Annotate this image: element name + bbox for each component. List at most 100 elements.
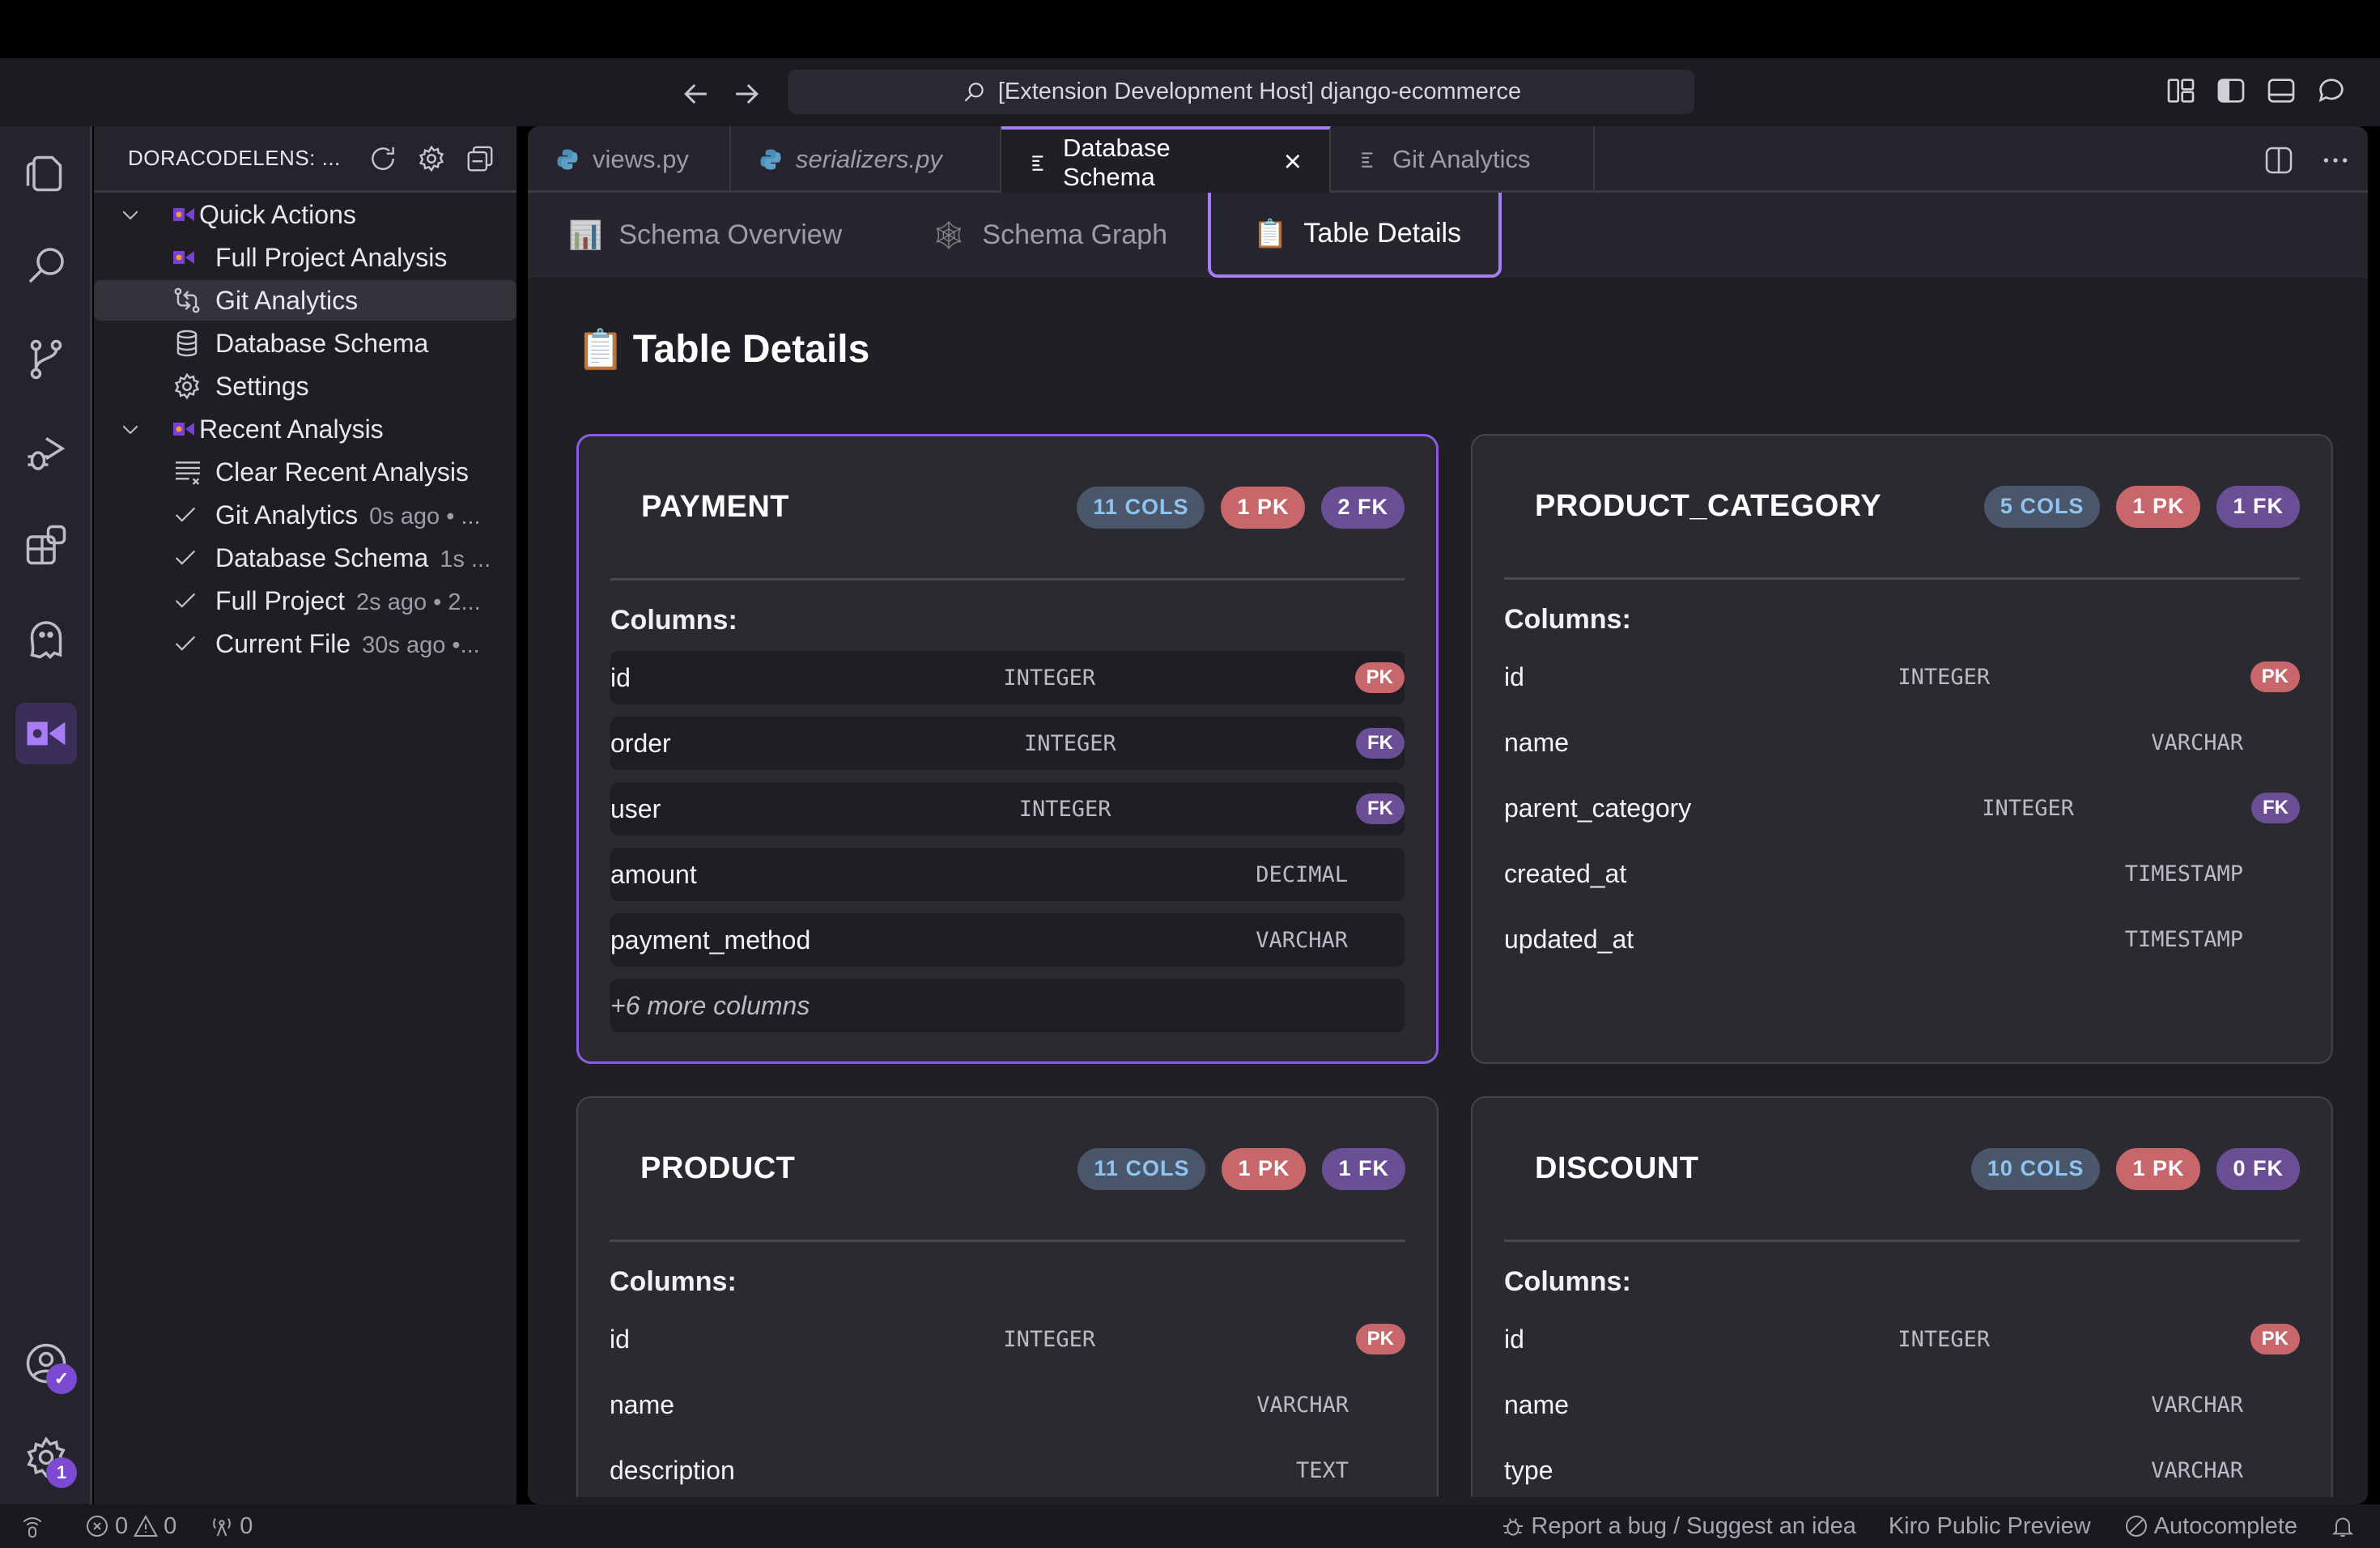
tree-item-label: Git Analytics bbox=[215, 500, 359, 529]
column-type: TEXT bbox=[1295, 1457, 1349, 1483]
column-type: INTEGER bbox=[1898, 1326, 1991, 1352]
table-badges: 10 COLS 1 PK 0 FK bbox=[1970, 1147, 2300, 1190]
python-icon bbox=[759, 147, 783, 172]
doracodelens-icon[interactable] bbox=[15, 703, 77, 764]
report-bug-link[interactable]: Report a bug / Suggest an idea bbox=[1500, 1513, 1856, 1540]
tree-section-quick-actions[interactable]: Quick Actions bbox=[94, 194, 516, 235]
error-icon bbox=[87, 1516, 108, 1537]
explorer-icon[interactable] bbox=[22, 147, 70, 196]
more-actions-icon[interactable] bbox=[2319, 144, 2352, 176]
tree-item[interactable]: Git Analytics 0s ago • ... bbox=[94, 495, 516, 535]
run-debug-icon[interactable] bbox=[22, 428, 70, 477]
pk-badge: PK bbox=[1354, 662, 1405, 693]
column-row: name VARCHAR bbox=[1504, 1378, 2300, 1431]
collapse-all-icon[interactable] bbox=[465, 143, 495, 174]
subtab-label: Table Details bbox=[1303, 218, 1462, 249]
column-row: id INTEGER PK bbox=[610, 1312, 1405, 1366]
back-arrow-icon[interactable] bbox=[678, 76, 714, 112]
table-card-product_category[interactable]: PRODUCT_CATEGORY 5 COLS 1 PK 1 FK Columns: id… bbox=[1471, 434, 2333, 1064]
sidebar: DORACODELENS: ... Quick Actions Full Proj… bbox=[94, 126, 516, 1504]
tree-item[interactable]: Clear Recent Analysis bbox=[94, 452, 516, 492]
bug-icon bbox=[1503, 1518, 1524, 1536]
column-type: VARCHAR bbox=[2151, 729, 2243, 755]
search-icon[interactable] bbox=[22, 241, 70, 290]
notifications-bell-icon[interactable] bbox=[2330, 1513, 2356, 1539]
tree-item[interactable]: Settings bbox=[94, 366, 516, 406]
table-card-discount[interactable]: DISCOUNT 10 COLS 1 PK 0 FK Columns: id INTEGER… bbox=[1471, 1096, 2333, 1497]
table-card-payment[interactable]: PAYMENT 11 COLS 1 PK 2 FK Columns: id INTEGER P… bbox=[576, 434, 1439, 1064]
subtab-table-details[interactable]: 📋 Table Details bbox=[1208, 193, 1502, 278]
tree-item[interactable]: Database Schema bbox=[94, 323, 516, 364]
pk-badge: PK bbox=[2250, 1324, 2300, 1354]
tree-item-meta: 2s ago • 2... bbox=[356, 589, 481, 615]
refresh-icon[interactable] bbox=[368, 143, 398, 174]
error-count: 0 bbox=[115, 1512, 129, 1539]
gear-icon[interactable] bbox=[416, 143, 447, 174]
autocomplete-toggle[interactable]: Autocomplete bbox=[2123, 1513, 2297, 1540]
table-badges: 11 COLS 1 PK 2 FK bbox=[1077, 486, 1405, 529]
split-editor-icon[interactable] bbox=[2263, 144, 2295, 176]
column-row: id INTEGER PK bbox=[1504, 650, 2300, 704]
search-icon bbox=[961, 79, 987, 105]
tree-item[interactable]: Current File 30s ago •... bbox=[94, 623, 516, 664]
chat-icon[interactable] bbox=[2315, 74, 2348, 107]
table-name: PRODUCT bbox=[640, 1151, 796, 1185]
tree-item-label: Database Schema bbox=[215, 328, 429, 358]
gear-icon bbox=[172, 371, 202, 402]
table-name: PRODUCT_CATEGORY bbox=[1535, 489, 1882, 523]
table-card-product[interactable]: PRODUCT 11 COLS 1 PK 1 FK Columns: id INTEGER P… bbox=[576, 1096, 1439, 1497]
tree-item[interactable]: Full Project Analysis bbox=[94, 237, 516, 278]
tree-item[interactable]: Database Schema 1s ... bbox=[94, 538, 516, 578]
extensions-icon[interactable] bbox=[22, 521, 70, 569]
tab-database-schema[interactable]: Database Schema × bbox=[1001, 126, 1331, 195]
pk-count-badge: 1 PK bbox=[2116, 1147, 2201, 1190]
settings-badge: 1 bbox=[46, 1457, 77, 1488]
ports-indicator[interactable]: 0 bbox=[209, 1513, 253, 1540]
tab-views-py[interactable]: views.py bbox=[528, 126, 731, 193]
tab-git-analytics[interactable]: Git Analytics bbox=[1331, 126, 1595, 193]
tree-item-text: Full Project 2s ago • 2... bbox=[215, 586, 481, 616]
chevron-down-icon[interactable] bbox=[118, 202, 142, 227]
toggle-sidebar-icon[interactable] bbox=[2215, 74, 2247, 107]
subtab-schema-overview[interactable]: 📊 Schema Overview bbox=[536, 193, 874, 278]
subtab-label: Schema Overview bbox=[618, 219, 843, 250]
column-type: TIMESTAMP bbox=[2124, 926, 2243, 952]
ghost-icon[interactable] bbox=[22, 615, 70, 663]
remote-icon[interactable] bbox=[19, 1513, 45, 1539]
tree-section-recent-analysis[interactable]: Recent Analysis bbox=[94, 409, 516, 449]
command-center-search[interactable]: [Extension Development Host] django-ecom… bbox=[788, 70, 1694, 114]
manage-gear-icon[interactable]: 1 bbox=[22, 1433, 77, 1488]
forward-arrow-icon[interactable] bbox=[729, 76, 764, 112]
table-badges: 5 COLS 1 PK 1 FK bbox=[1983, 485, 2300, 528]
subtab-schema-graph[interactable]: 🕸 Schema Graph bbox=[899, 193, 1200, 278]
columns-count-badge: 5 COLS bbox=[1983, 485, 2101, 528]
tree-item-label: Git Analytics bbox=[215, 285, 359, 315]
close-icon[interactable]: × bbox=[1283, 145, 1302, 179]
column-row: description TEXT bbox=[610, 1444, 1405, 1497]
more-columns-row[interactable]: +6 more columns bbox=[610, 979, 1405, 1032]
sidebar-title: DORACODELENS: ... bbox=[128, 146, 341, 170]
table-name: DISCOUNT bbox=[1535, 1151, 1699, 1185]
tab-serializers-py[interactable]: serializers.py bbox=[731, 126, 1001, 193]
column-type: INTEGER bbox=[1018, 796, 1111, 822]
column-row: created_at TIMESTAMP bbox=[1504, 847, 2300, 900]
tree-item[interactable]: Full Project 2s ago • 2... bbox=[94, 580, 516, 621]
column-name: id bbox=[610, 1324, 630, 1354]
table-card-header: PAYMENT 11 COLS 1 PK 2 FK bbox=[610, 436, 1405, 580]
columns-label: Columns: bbox=[610, 605, 737, 636]
problems-indicator[interactable]: 0 0 bbox=[84, 1513, 176, 1540]
source-control-icon[interactable] bbox=[22, 335, 70, 384]
toggle-panel-icon[interactable] bbox=[2265, 74, 2297, 107]
tree-item-label: Full Project bbox=[215, 585, 346, 615]
doracodelens-icon bbox=[172, 420, 196, 438]
chevron-down-icon[interactable] bbox=[118, 417, 142, 441]
tree-item-text: Database Schema 1s ... bbox=[215, 543, 491, 573]
table-card-header: PRODUCT 11 COLS 1 PK 1 FK bbox=[610, 1098, 1405, 1242]
tree-item[interactable]: Git Analytics bbox=[94, 280, 516, 321]
editor-actions bbox=[2263, 144, 2352, 176]
column-type: VARCHAR bbox=[2151, 1392, 2243, 1418]
customize-layout-icon[interactable] bbox=[2165, 74, 2197, 107]
kiro-preview-label[interactable]: Kiro Public Preview bbox=[1888, 1512, 2091, 1539]
accounts-icon[interactable]: ✓ bbox=[22, 1339, 77, 1394]
screen-top-bar bbox=[0, 0, 2380, 58]
